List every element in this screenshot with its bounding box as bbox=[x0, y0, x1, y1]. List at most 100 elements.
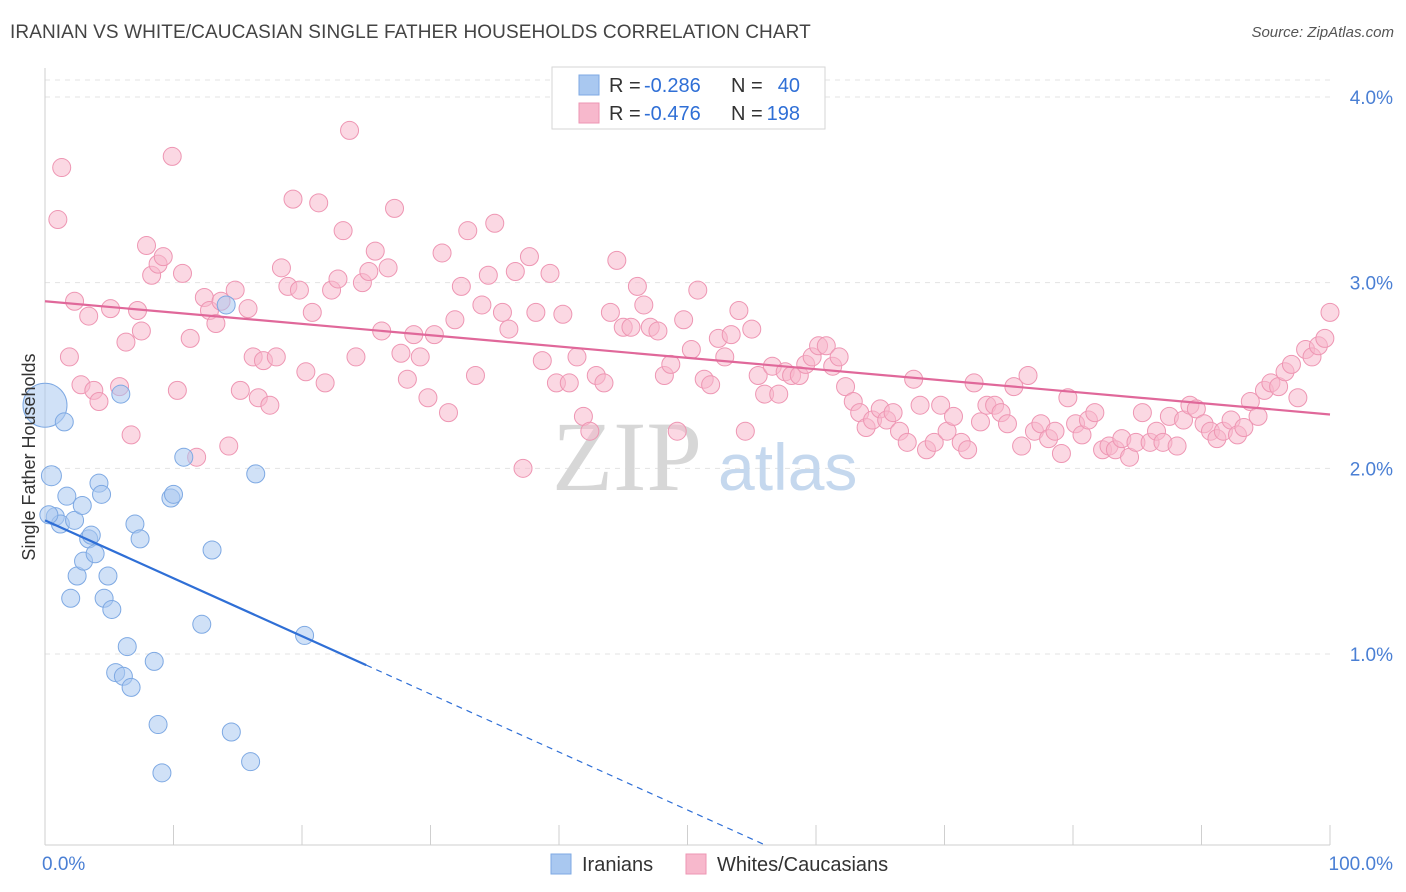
white-point bbox=[131, 321, 151, 341]
iranian-trend-line bbox=[44, 519, 367, 667]
white-point bbox=[742, 319, 762, 339]
iranian-point bbox=[85, 544, 105, 564]
x-tick-label: 0.0% bbox=[42, 854, 85, 875]
white-point bbox=[943, 406, 963, 426]
white-point bbox=[594, 373, 614, 393]
white-point bbox=[897, 432, 917, 452]
white-point bbox=[340, 120, 360, 140]
white-point bbox=[410, 347, 430, 367]
white-point bbox=[451, 276, 471, 296]
legend-swatch bbox=[685, 853, 707, 875]
white-point bbox=[260, 395, 280, 415]
iranian-point bbox=[144, 651, 164, 671]
iranian-point bbox=[130, 529, 150, 549]
white-point bbox=[283, 189, 303, 209]
iranian-point bbox=[57, 486, 77, 506]
white-point bbox=[333, 221, 353, 241]
white-point bbox=[648, 321, 668, 341]
white-point bbox=[230, 380, 250, 400]
white-point bbox=[238, 299, 258, 319]
stats-n-value: 40 bbox=[778, 75, 800, 97]
stats-r-label: R = bbox=[609, 75, 641, 97]
legend-swatch bbox=[550, 853, 572, 875]
white-point bbox=[621, 317, 641, 337]
iranian-point bbox=[148, 715, 168, 735]
white-point bbox=[958, 440, 978, 460]
iranian-point bbox=[164, 484, 183, 504]
white-point bbox=[445, 310, 465, 330]
white-point bbox=[997, 414, 1017, 434]
stats-n-label: N = bbox=[731, 103, 763, 125]
white-point bbox=[1085, 403, 1105, 423]
white-point bbox=[296, 362, 316, 382]
white-point bbox=[667, 421, 687, 441]
white-point bbox=[519, 247, 539, 267]
chart-title: IRANIAN VS WHITE/CAUCASIAN SINGLE FATHER… bbox=[10, 22, 811, 43]
white-point bbox=[1186, 399, 1206, 419]
white-point bbox=[1167, 436, 1187, 456]
white-point bbox=[970, 412, 990, 432]
legend-label: Whites/Caucasians bbox=[717, 854, 888, 876]
watermark-atlas: atlas bbox=[718, 430, 857, 504]
white-point bbox=[729, 301, 749, 321]
white-trend-line bbox=[44, 300, 1331, 416]
bottom-legend: Iranians Whites/Caucasians bbox=[550, 853, 888, 876]
white-point bbox=[359, 262, 379, 282]
white-point bbox=[1051, 443, 1071, 463]
white-point bbox=[1234, 417, 1254, 437]
white-point bbox=[167, 380, 187, 400]
iranian-point bbox=[61, 588, 81, 608]
white-point bbox=[472, 295, 492, 315]
white-point bbox=[634, 295, 654, 315]
white-point bbox=[137, 236, 157, 256]
white-point bbox=[315, 373, 335, 393]
white-point bbox=[492, 302, 512, 322]
white-point bbox=[328, 269, 348, 289]
iranian-point bbox=[39, 505, 59, 525]
white-point bbox=[499, 319, 519, 339]
iranian-point bbox=[102, 599, 122, 619]
y-tick-label: 3.0% bbox=[1350, 274, 1393, 295]
white-point bbox=[59, 347, 79, 367]
white-point bbox=[1058, 388, 1078, 408]
white-point bbox=[513, 458, 533, 478]
stats-legend-swatch bbox=[578, 102, 600, 124]
white-point bbox=[65, 291, 85, 311]
iranian-point bbox=[72, 495, 92, 515]
white-point bbox=[121, 425, 141, 445]
white-point bbox=[378, 258, 398, 278]
iranian-point bbox=[241, 752, 261, 772]
white-point bbox=[116, 332, 136, 352]
grid-lines bbox=[45, 79, 1330, 655]
y-axis-label: Single Father Households bbox=[19, 353, 39, 560]
iranian-point bbox=[40, 465, 62, 487]
white-point bbox=[540, 263, 560, 283]
white-point bbox=[346, 347, 366, 367]
white-point bbox=[365, 241, 385, 261]
stats-legend: R = -0.286 N = 40 R = -0.476 N = 198 bbox=[551, 66, 826, 130]
chart-source: Source: ZipAtlas.com bbox=[1251, 24, 1394, 41]
white-point bbox=[397, 369, 417, 389]
iranian-point bbox=[22, 382, 68, 428]
white-point bbox=[924, 432, 944, 452]
white-point bbox=[931, 395, 951, 415]
stats-r-value: -0.476 bbox=[644, 103, 701, 125]
white-point bbox=[553, 304, 573, 324]
white-point bbox=[836, 377, 856, 397]
white-point bbox=[674, 310, 694, 330]
white-point bbox=[289, 280, 309, 300]
white-point bbox=[505, 262, 525, 282]
white-point bbox=[600, 302, 620, 322]
white-point bbox=[162, 146, 182, 166]
y-tick-label: 2.0% bbox=[1350, 459, 1393, 480]
white-point bbox=[432, 243, 452, 263]
white-point bbox=[309, 193, 329, 213]
white-point bbox=[79, 306, 99, 326]
watermark: ZIP atlas bbox=[552, 401, 857, 512]
data-points bbox=[22, 120, 1340, 783]
iranian-point bbox=[65, 510, 85, 530]
white-point bbox=[661, 354, 681, 374]
white-point bbox=[271, 258, 291, 278]
white-point bbox=[910, 395, 930, 415]
